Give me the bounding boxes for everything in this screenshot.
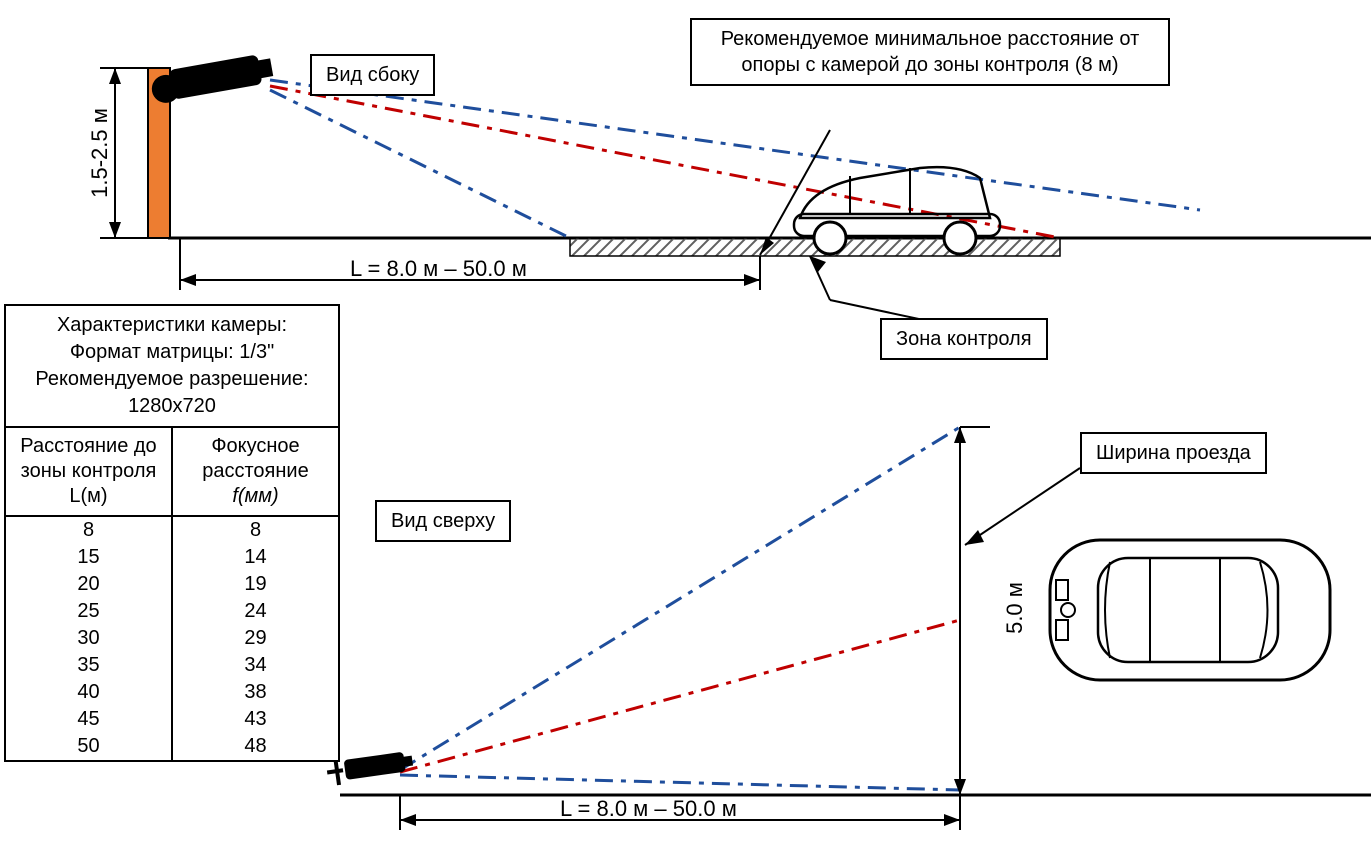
cell-focal: 14 — [173, 544, 338, 571]
cell-focal: 8 — [173, 517, 338, 544]
col2-l2: расстояние — [177, 459, 334, 484]
cell-focal: 48 — [173, 733, 338, 760]
width-label: Ширина проезда — [1080, 432, 1267, 474]
table-row: 2019 — [6, 571, 338, 598]
cell-distance: 20 — [6, 571, 173, 598]
cell-distance: 15 — [6, 544, 173, 571]
table-row: 5048 — [6, 733, 338, 760]
table-row: 1514 — [6, 544, 338, 571]
top-L-dim: L = 8.0 м – 50.0 м — [560, 796, 737, 822]
table-body: 8815142019252430293534403845435048 — [6, 517, 338, 760]
cell-focal: 43 — [173, 706, 338, 733]
table-title-l1: Характеристики камеры: — [10, 312, 334, 339]
zone-label: Зона контроля — [880, 318, 1048, 360]
cell-distance: 45 — [6, 706, 173, 733]
table-row: 3534 — [6, 652, 338, 679]
cell-focal: 24 — [173, 598, 338, 625]
table-title-l2: Формат матрицы: 1/3" — [10, 339, 334, 366]
top-view-title: Вид сверху — [375, 500, 511, 542]
cell-distance: 40 — [6, 679, 173, 706]
width-value: 5.0 м — [1002, 568, 1028, 648]
cell-distance: 50 — [6, 733, 173, 760]
spec-table: Характеристики камеры: Формат матрицы: 1… — [4, 304, 340, 762]
table-header: Расстояние до зоны контроля L(м) Фокусно… — [6, 428, 338, 517]
height-dim: 1.5-2.5 м — [87, 93, 113, 213]
side-L-dim: L = 8.0 м – 50.0 м — [350, 256, 527, 282]
table-row: 4543 — [6, 706, 338, 733]
cell-focal: 19 — [173, 571, 338, 598]
cell-distance: 30 — [6, 625, 173, 652]
cell-distance: 8 — [6, 517, 173, 544]
cell-focal: 38 — [173, 679, 338, 706]
table-row: 3029 — [6, 625, 338, 652]
car-top-icon — [1050, 540, 1330, 680]
min-distance-text: Рекомендуемое минимальное расстояние от … — [721, 28, 1140, 76]
table-col2: Фокусное расстояние f(мм) — [173, 428, 338, 515]
side-view-title: Вид сбоку — [310, 54, 435, 96]
table-title-l3: Рекомендуемое разрешение: — [10, 366, 334, 393]
table-row: 4038 — [6, 679, 338, 706]
table-row: 2524 — [6, 598, 338, 625]
cell-focal: 29 — [173, 625, 338, 652]
cell-distance: 35 — [6, 652, 173, 679]
col2-l3: f(мм) — [177, 484, 334, 509]
table-title: Характеристики камеры: Формат матрицы: 1… — [6, 306, 338, 428]
col2-l1: Фокусное — [177, 434, 334, 459]
cell-distance: 25 — [6, 598, 173, 625]
min-distance-note: Рекомендуемое минимальное расстояние от … — [690, 18, 1170, 86]
table-row: 88 — [6, 517, 338, 544]
table-col1: Расстояние до зоны контроля L(м) — [6, 428, 173, 515]
table-title-l4: 1280x720 — [10, 393, 334, 420]
cell-focal: 34 — [173, 652, 338, 679]
